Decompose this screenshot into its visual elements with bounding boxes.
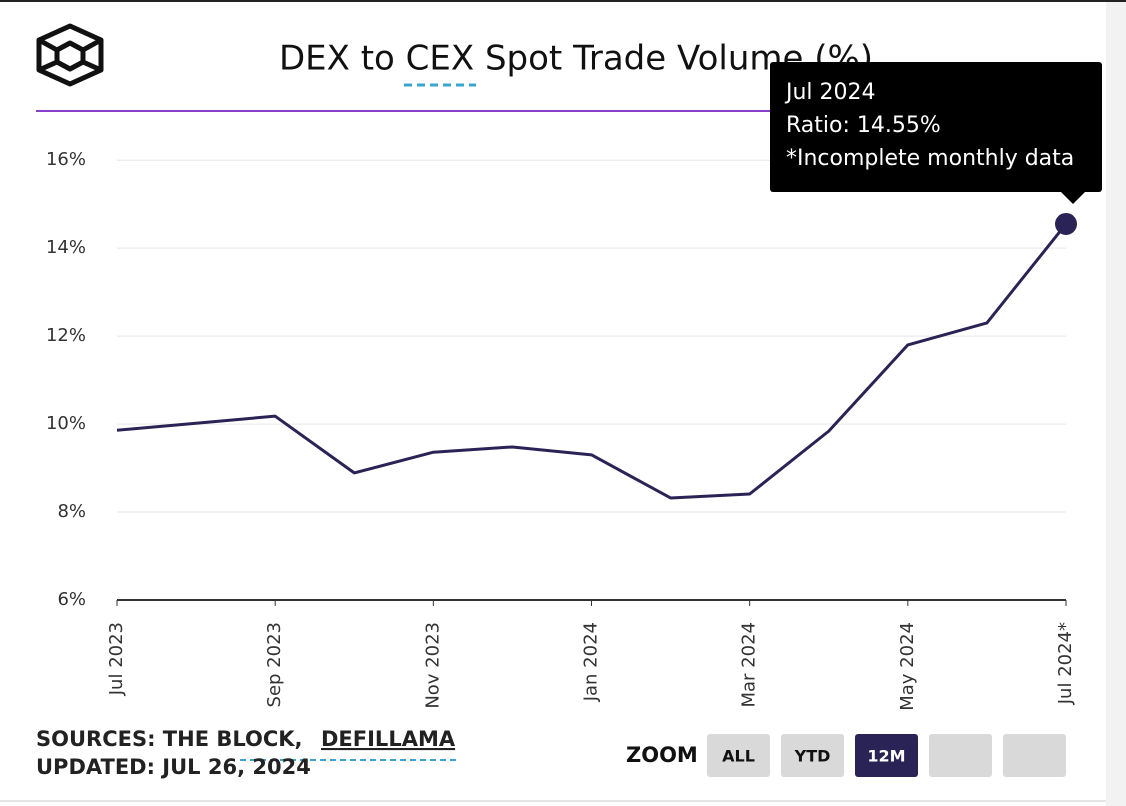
x-tick-label: Sep 2023	[264, 622, 285, 707]
tooltip-line: *Incomplete monthly data	[786, 146, 1074, 171]
zoom-button[interactable]	[1003, 734, 1066, 777]
zoom-label: ZOOM	[626, 743, 698, 767]
sources-link[interactable]: DEFILLAMA	[321, 727, 456, 751]
x-tick-label: Jul 2023	[106, 622, 127, 696]
x-tick-label: Jul 2024*	[1055, 622, 1076, 705]
tooltip-box	[770, 62, 1102, 192]
x-tick-label: Mar 2024	[739, 622, 760, 708]
tooltip-line: Ratio: 14.55%	[786, 113, 941, 138]
zoom-button-label[interactable]: YTD	[794, 747, 831, 766]
zoom-button[interactable]	[707, 734, 770, 777]
zoom-button[interactable]	[855, 734, 918, 777]
plot: 6% 8% 10% 12% 14% 16% Jul 2023 Sep 2023 Nov 2023…	[46, 62, 1102, 711]
x-tick-label: May 2024	[897, 622, 918, 711]
logo	[36, 23, 104, 87]
zoom-button-label[interactable]: 12M	[867, 747, 905, 766]
y-tick-label: 16%	[46, 149, 86, 170]
tooltip-pointer	[1060, 191, 1086, 204]
y-tick-label: 6%	[57, 589, 86, 610]
sources-label: SOURCES: THE BLOCK,	[36, 727, 303, 751]
y-tick-label: 10%	[46, 413, 86, 434]
y-tick-label: 14%	[46, 237, 86, 258]
x-tick-label: Jan 2024	[581, 622, 602, 702]
y-tick-label: 12%	[46, 325, 86, 346]
zoom-buttons: ALL YTD 12M	[707, 734, 1066, 777]
updated: UPDATED: JUL 26, 2024	[36, 755, 311, 779]
x-tick-label: Nov 2023	[422, 622, 443, 709]
tooltip: Jul 2024 Ratio: 14.55% *Incomplete monthly…	[770, 62, 1102, 204]
hover-marker	[1055, 212, 1077, 235]
zoom-button[interactable]	[781, 734, 844, 777]
tooltip-title: Jul 2024	[784, 80, 876, 105]
zoom-button[interactable]	[929, 734, 992, 777]
zoom-button-label[interactable]: ALL	[722, 747, 755, 766]
y-tick-label: 8%	[57, 501, 86, 522]
series-line	[116, 223, 1068, 500]
side-margin	[1106, 0, 1126, 806]
